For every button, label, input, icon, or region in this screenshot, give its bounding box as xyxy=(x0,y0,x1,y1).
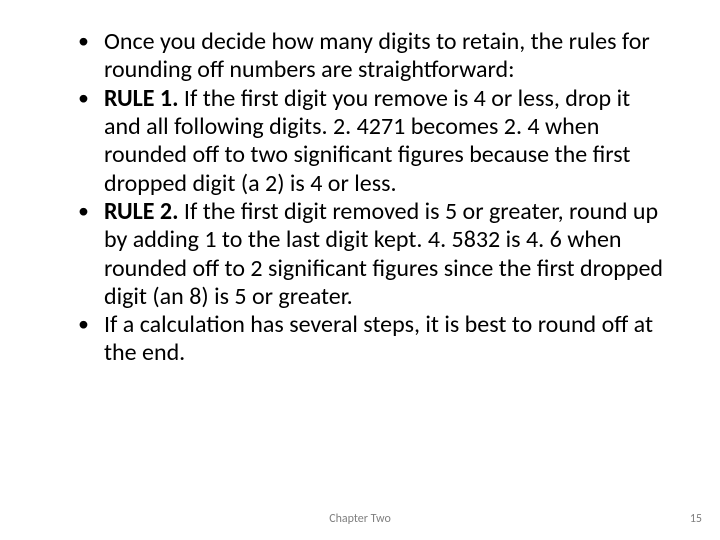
list-item: RULE 2. If the first digit removed is 5 … xyxy=(78,198,672,311)
rule-text: If the first digit you remove is 4 or le… xyxy=(104,84,630,198)
footer-page-number: 15 xyxy=(690,512,702,526)
bullet-closing: If a calculation has several steps, it i… xyxy=(104,310,653,367)
rule-label: RULE 2. xyxy=(104,197,184,226)
bullet-intro: Once you decide how many digits to retai… xyxy=(104,27,650,84)
rule-label: RULE 1. xyxy=(104,84,184,113)
slide: Once you decide how many digits to retai… xyxy=(0,0,720,540)
footer-chapter: Chapter Two xyxy=(0,512,720,526)
list-item: If a calculation has several steps, it i… xyxy=(78,311,672,368)
list-item: RULE 1. If the first digit you remove is… xyxy=(78,85,672,198)
bullet-list: Once you decide how many digits to retai… xyxy=(48,28,672,368)
list-item: Once you decide how many digits to retai… xyxy=(78,28,672,85)
rule-text: If the first digit removed is 5 or great… xyxy=(104,197,663,311)
